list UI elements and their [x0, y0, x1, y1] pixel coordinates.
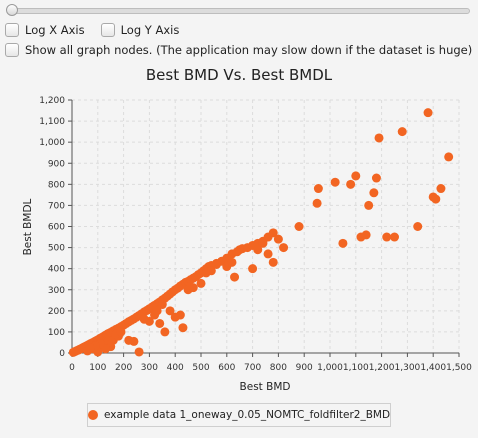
legend-series-label: example data 1_oneway_0.05_NOMTC_foldfil… — [103, 409, 391, 421]
data-point[interactable] — [230, 272, 240, 282]
data-point[interactable] — [330, 177, 340, 187]
data-point[interactable] — [134, 347, 144, 357]
x-tick-label: 800 — [270, 363, 287, 373]
data-point[interactable] — [268, 257, 278, 267]
data-point[interactable] — [155, 318, 165, 328]
data-point[interactable] — [390, 232, 399, 242]
y-tick-label: 800 — [48, 180, 65, 190]
data-point[interactable] — [431, 194, 441, 204]
x-tick-label: 0 — [69, 363, 75, 373]
y-axis-title: Best BMDL — [22, 198, 34, 255]
x-tick-label: 900 — [296, 363, 313, 373]
data-point[interactable] — [382, 232, 392, 242]
data-point[interactable] — [196, 278, 206, 288]
x-tick-label: 1,300 — [395, 363, 421, 373]
y-tick-label: 0 — [59, 349, 65, 359]
data-point[interactable] — [144, 316, 154, 326]
data-point[interactable] — [258, 238, 268, 248]
data-point[interactable] — [413, 222, 423, 231]
x-tick-label: 200 — [115, 363, 132, 373]
data-point[interactable] — [369, 188, 379, 198]
y-tick-label: 1,200 — [39, 96, 65, 106]
data-point[interactable] — [116, 327, 126, 337]
data-point[interactable] — [351, 171, 361, 181]
data-point[interactable] — [374, 133, 384, 143]
data-point[interactable] — [160, 327, 170, 337]
chart-legend: example data 1_oneway_0.05_NOMTC_foldfil… — [87, 403, 391, 427]
data-point[interactable] — [165, 306, 175, 316]
x-tick-label: 600 — [218, 363, 235, 373]
y-tick-label: 900 — [48, 159, 65, 169]
chart-title: Best BMD Vs. Best BMDL — [145, 66, 333, 84]
data-point[interactable] — [152, 306, 162, 316]
log-x-axis-label: Log X Axis — [25, 23, 85, 37]
data-point[interactable] — [85, 343, 95, 353]
data-point[interactable] — [263, 249, 273, 259]
data-point[interactable] — [436, 184, 446, 194]
y-tick-label: 500 — [48, 244, 65, 254]
data-point[interactable] — [364, 200, 374, 210]
legend-series-marker — [87, 410, 98, 420]
data-point[interactable] — [346, 179, 356, 189]
show-nodes-row: Show all graph nodes. (The application m… — [5, 42, 478, 58]
log-x-axis-option[interactable]: Log X Axis — [5, 23, 85, 37]
y-tick-label: 400 — [48, 265, 65, 275]
data-point[interactable] — [206, 266, 216, 276]
data-point[interactable] — [175, 310, 185, 320]
y-tick-label: 700 — [48, 201, 65, 211]
x-tick-label: 300 — [141, 363, 158, 373]
y-tick-label: 1,100 — [39, 117, 65, 127]
log-y-axis-checkbox[interactable] — [100, 23, 115, 37]
data-point[interactable] — [371, 173, 381, 183]
show-all-nodes-label: Show all graph nodes. (The application m… — [25, 43, 473, 57]
data-point[interactable] — [273, 234, 283, 244]
data-point[interactable] — [129, 336, 139, 346]
data-point[interactable] — [338, 238, 348, 248]
chart-points — [68, 108, 454, 357]
data-point[interactable] — [397, 127, 407, 137]
x-tick-label: 1,500 — [446, 363, 472, 373]
data-point[interactable] — [178, 323, 188, 333]
data-point[interactable] — [253, 245, 263, 255]
y-tick-label: 100 — [48, 328, 65, 338]
data-point[interactable] — [294, 222, 304, 231]
chart-grid — [72, 99, 460, 353]
y-tick-label: 200 — [48, 307, 65, 317]
x-axis-title: Best BMD — [240, 381, 291, 393]
x-tick-label: 1,000 — [317, 363, 343, 373]
x-tick-label: 500 — [192, 363, 209, 373]
data-point[interactable] — [227, 257, 237, 267]
data-point[interactable] — [361, 230, 371, 240]
chart-axes: 0 100 200 300 400 500 600 700 800 900 1,000 1,100 1,… — [39, 96, 472, 373]
data-point[interactable] — [157, 300, 167, 310]
y-tick-label: 1,000 — [39, 138, 65, 148]
y-tick-label: 600 — [48, 223, 65, 233]
x-tick-label: 700 — [244, 363, 261, 373]
data-point[interactable] — [313, 184, 323, 194]
log-y-axis-label: Log Y Axis — [120, 23, 180, 37]
data-point[interactable] — [211, 259, 221, 269]
y-tick-label: 300 — [48, 286, 65, 296]
axis-options-row: Log X Axis Log Y Axis — [5, 22, 195, 38]
data-point[interactable] — [279, 243, 289, 253]
data-point[interactable] — [444, 152, 454, 162]
x-tick-label: 400 — [167, 363, 184, 373]
log-y-axis-option[interactable]: Log Y Axis — [100, 23, 180, 37]
data-point[interactable] — [312, 198, 322, 208]
log-x-axis-checkbox[interactable] — [5, 23, 19, 37]
data-point[interactable] — [248, 264, 258, 274]
threshold-slider[interactable] — [6, 4, 470, 16]
x-tick-label: 1,200 — [369, 363, 395, 373]
slider-thumb[interactable] — [6, 4, 18, 16]
show-all-nodes-option[interactable]: Show all graph nodes. (The application m… — [5, 43, 472, 57]
data-point[interactable] — [423, 108, 433, 118]
data-point[interactable] — [188, 283, 198, 293]
x-tick-label: 1,400 — [420, 363, 446, 373]
x-tick-label: 1,100 — [343, 363, 369, 373]
data-point[interactable] — [268, 228, 278, 238]
show-all-nodes-checkbox[interactable] — [5, 43, 19, 57]
x-tick-label: 100 — [89, 363, 106, 373]
